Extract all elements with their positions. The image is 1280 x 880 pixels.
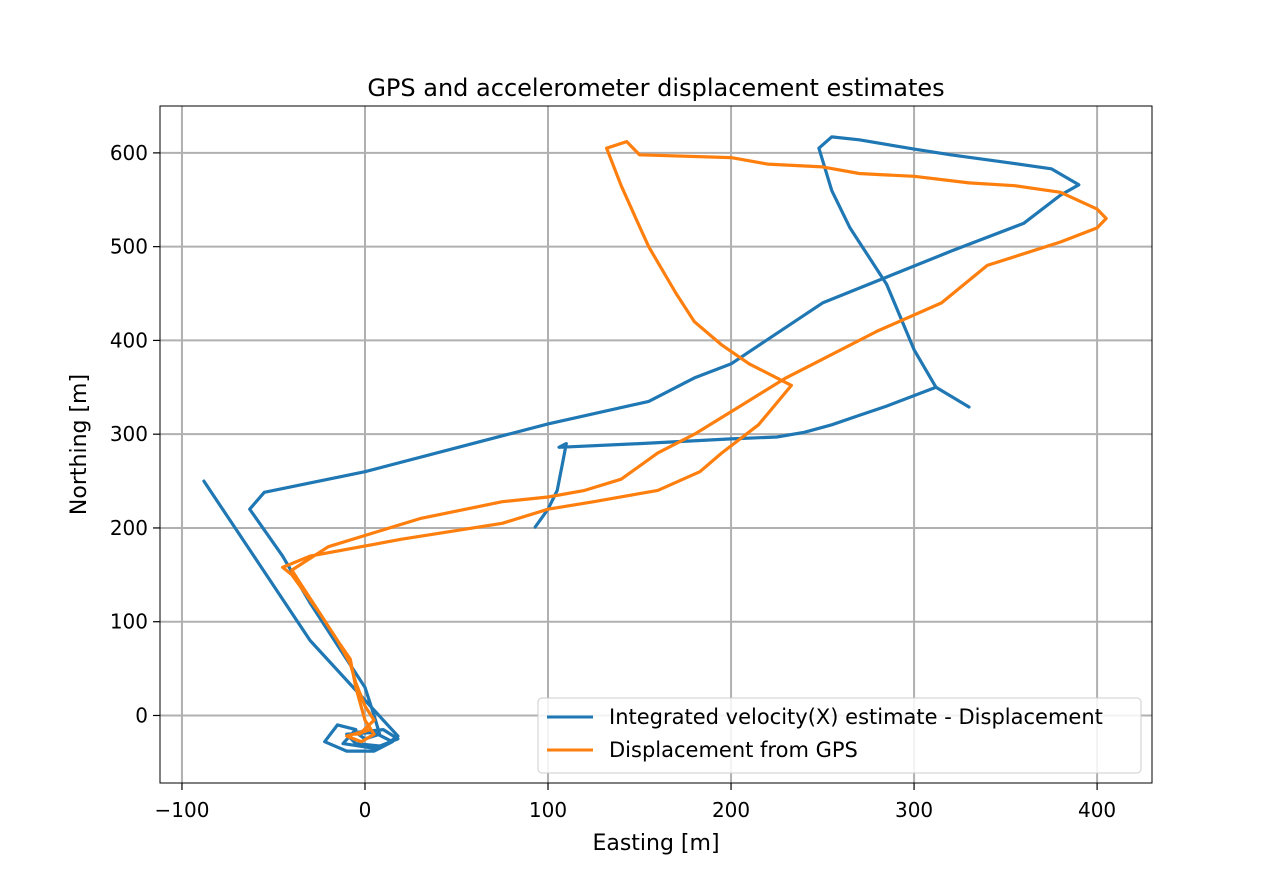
x-tick-label: 200 <box>712 798 750 822</box>
x-tick-label: 0 <box>359 798 372 822</box>
axis-ticks: −100 0 100 200 300 400 0 100 200 300 400 500 600 <box>110 141 1116 822</box>
series-line-gps <box>281 140 1108 744</box>
legend-label-gps: Displacement from GPS <box>609 738 858 762</box>
y-tick-label: 500 <box>110 235 148 259</box>
y-tick-label: 100 <box>110 610 148 634</box>
series-line-integrated-velocity <box>202 135 1081 753</box>
y-tick-label: 400 <box>110 328 148 352</box>
legend-label-integrated-velocity: Integrated velocity(X) estimate - Displa… <box>609 705 1103 729</box>
plot-area-frame <box>159 105 1153 784</box>
y-tick-label: 600 <box>110 141 148 165</box>
legend-box <box>537 697 1142 774</box>
series-layer <box>202 135 1108 753</box>
x-tick-label: 300 <box>895 798 933 822</box>
y-axis-label: Northing [m] <box>67 374 92 515</box>
x-axis-label: Easting [m] <box>592 831 719 856</box>
legend: Integrated velocity(X) estimate - Displa… <box>537 697 1142 774</box>
y-tick-label: 0 <box>135 703 148 727</box>
y-tick-label: 300 <box>110 422 148 446</box>
x-tick-label: 100 <box>529 798 567 822</box>
x-tick-label: 400 <box>1078 798 1116 822</box>
x-tick-label: −100 <box>154 798 209 822</box>
chart-title: GPS and accelerometer displacement estim… <box>367 74 944 102</box>
y-tick-label: 200 <box>110 516 148 540</box>
